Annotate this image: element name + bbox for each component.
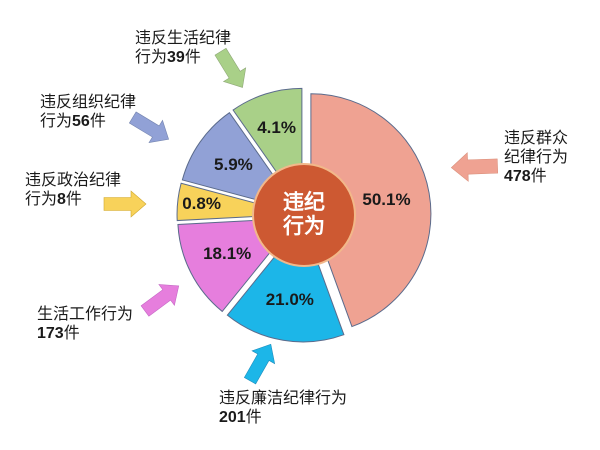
svg-text:5.9%: 5.9% [214,155,253,174]
svg-text:0.8%: 0.8% [182,194,221,213]
svg-text:行为: 行为 [282,214,325,238]
svg-text:21.0%: 21.0% [266,290,314,309]
svg-text:50.1%: 50.1% [362,190,410,209]
svg-text:违纪: 违纪 [283,190,325,214]
svg-text:4.1%: 4.1% [257,118,296,137]
svg-text:18.1%: 18.1% [203,244,251,263]
